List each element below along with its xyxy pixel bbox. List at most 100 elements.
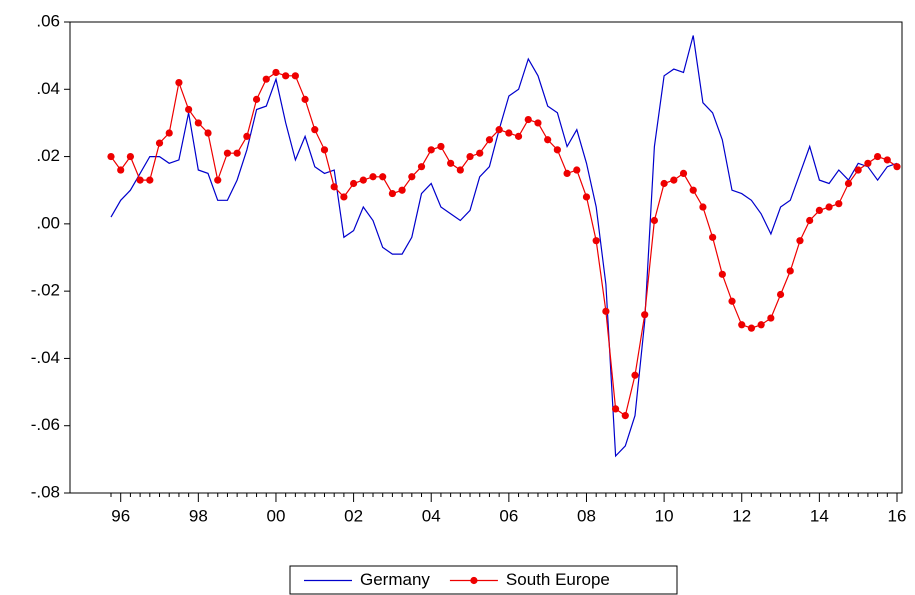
series-marker	[223, 149, 232, 157]
series-marker	[709, 233, 717, 241]
x-tick-label: 96	[111, 506, 130, 525]
series-marker	[340, 193, 348, 201]
series-marker	[631, 371, 639, 379]
series-marker	[825, 203, 833, 211]
series-marker	[272, 68, 280, 77]
series-marker	[466, 152, 474, 161]
series-marker	[738, 321, 746, 329]
y-tick-label: .00	[36, 213, 60, 232]
series-marker	[282, 72, 290, 80]
series-marker	[873, 152, 882, 161]
x-tick-label: 08	[577, 506, 596, 525]
series-marker	[650, 216, 659, 225]
y-tick-label: .06	[36, 11, 60, 30]
series-marker	[485, 136, 494, 144]
y-tick-label: -.06	[31, 415, 60, 434]
series-marker	[553, 146, 561, 154]
series-marker	[359, 176, 367, 184]
series-marker	[747, 324, 756, 332]
series-marker	[602, 307, 610, 315]
series-marker	[476, 149, 484, 157]
x-tick-label: 02	[344, 506, 363, 525]
series-marker	[204, 129, 212, 137]
legend-label: Germany	[360, 570, 430, 589]
series-marker	[505, 129, 513, 137]
series-marker	[146, 176, 154, 184]
series-marker	[563, 169, 571, 177]
y-tick-label: -.04	[31, 348, 60, 367]
series-marker	[311, 126, 319, 134]
series-marker	[835, 200, 843, 208]
series-marker	[815, 206, 823, 214]
series-marker	[728, 297, 736, 305]
series-marker	[388, 189, 397, 198]
series-marker	[592, 237, 600, 245]
series-marker	[214, 176, 222, 184]
series-marker	[796, 237, 804, 245]
series-marker	[126, 152, 135, 161]
series-marker	[417, 163, 426, 171]
series-marker	[670, 176, 678, 184]
series-marker	[398, 186, 406, 194]
series-marker	[718, 270, 726, 278]
series-marker	[175, 78, 183, 87]
x-tick-label: 98	[189, 506, 208, 525]
series-marker	[786, 267, 794, 275]
series-marker	[155, 139, 164, 147]
series-marker	[243, 132, 251, 140]
series-marker	[379, 173, 387, 181]
series-marker	[582, 193, 591, 201]
series-marker	[757, 321, 765, 329]
series-marker	[573, 166, 581, 174]
series-marker	[447, 159, 455, 167]
series-marker	[291, 72, 299, 80]
series-marker	[660, 179, 668, 188]
series-marker	[767, 314, 775, 322]
series-marker	[495, 126, 503, 134]
series-line	[110, 71, 898, 417]
y-tick-label: .04	[36, 79, 60, 98]
series-marker	[252, 95, 261, 103]
x-tick-label: 00	[267, 506, 286, 525]
series-marker	[544, 136, 552, 144]
series-marker	[262, 75, 270, 83]
series-marker	[641, 311, 649, 319]
plot-frame	[69, 21, 903, 494]
series-marker	[117, 166, 125, 174]
series-marker	[320, 146, 329, 154]
series-marker	[437, 142, 445, 151]
series-marker	[185, 105, 193, 114]
series-marker	[107, 152, 115, 161]
series-marker	[233, 149, 241, 157]
legend-marker	[470, 576, 478, 585]
series-marker	[330, 183, 338, 191]
series-marker	[893, 163, 901, 171]
series-marker	[194, 119, 202, 127]
x-tick-label: 12	[732, 506, 751, 525]
series-marker	[621, 412, 629, 420]
series-marker	[699, 203, 707, 211]
series-marker	[611, 405, 620, 413]
series-marker	[534, 119, 542, 127]
series-marker	[524, 115, 532, 124]
x-tick-label: 16	[888, 506, 907, 525]
series-marker	[883, 156, 891, 164]
series-marker	[456, 166, 464, 174]
x-tick-label: 14	[810, 506, 829, 525]
series-marker	[514, 132, 523, 140]
series-marker	[427, 146, 435, 154]
series-marker	[864, 159, 872, 167]
series-marker	[349, 179, 358, 188]
y-tick-label: -.08	[31, 482, 60, 501]
x-tick-label: 06	[499, 506, 518, 525]
series-line	[110, 35, 898, 458]
series-marker	[408, 173, 416, 181]
series-marker	[679, 169, 688, 177]
series-marker	[689, 186, 697, 194]
series-marker	[165, 129, 173, 137]
series-marker	[854, 166, 862, 174]
series-marker	[806, 216, 814, 225]
y-tick-label: .02	[36, 146, 60, 165]
series-marker	[776, 290, 785, 299]
